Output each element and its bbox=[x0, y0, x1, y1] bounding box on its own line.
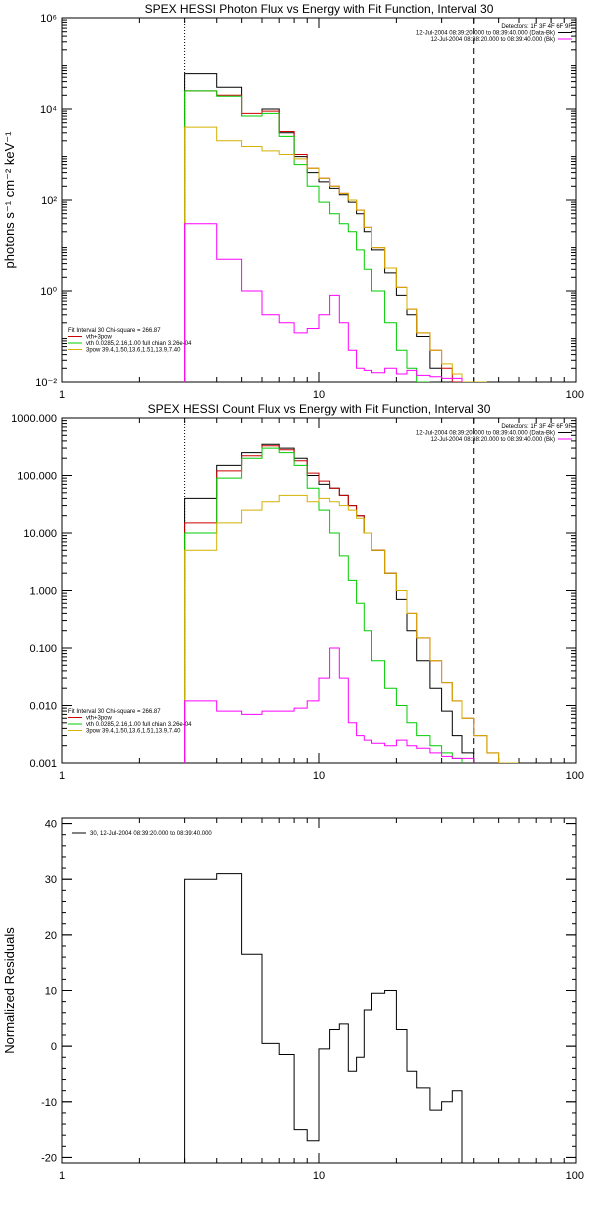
y-tick-label: 0.010 bbox=[29, 701, 57, 713]
y-tick-label: 0.001 bbox=[29, 758, 57, 770]
legend-text: 12-Jul-2004 08:39:20.000 to 08:39:40.000… bbox=[416, 31, 555, 37]
x-tick-label: 10 bbox=[313, 770, 325, 782]
legend-text: 12-Jul-2004 08:38:20.000 to 08:39:40.000… bbox=[431, 37, 555, 43]
y-tick-label: 40 bbox=[45, 819, 57, 831]
legend-text: 3pow 39.4,1.50,13.6,1.51,13.9,7.40 bbox=[86, 348, 181, 354]
y-tick-label: -20 bbox=[41, 1152, 57, 1164]
chart-title: SPEX HESSI Count Flux vs Energy with Fit… bbox=[148, 402, 491, 416]
chart-title: SPEX HESSI Photon Flux vs Energy with Fi… bbox=[145, 2, 494, 16]
legend-text: vth 0.0285,2.16,1.00 full chian 3.26e-04 bbox=[86, 722, 192, 728]
y-tick-label: 30 bbox=[45, 874, 57, 886]
y-tick-label: 1000.000 bbox=[11, 413, 57, 425]
y-tick-label: 100.000 bbox=[17, 471, 57, 483]
x-tick-label: 10 bbox=[313, 389, 325, 401]
y-tick-label: 0.100 bbox=[29, 643, 57, 655]
legend-text: Fit Interval 30 Chi-square = 266.87 bbox=[68, 328, 161, 334]
x-axis: 1 10 100 bbox=[59, 818, 584, 1182]
y-tick-label: 10.000 bbox=[23, 528, 57, 540]
x-tick-label: 1 bbox=[59, 1170, 65, 1182]
series-group bbox=[184, 73, 487, 382]
series-line-1 bbox=[184, 73, 462, 382]
legend-text: Detectors: 1F 3F 4F 6F 9F bbox=[501, 24, 572, 30]
series-line-1 bbox=[184, 443, 475, 763]
y-tick-label: 1.000 bbox=[29, 586, 57, 598]
legend-text: 12-Jul-2004 08:38:20.000 to 08:39:40.000… bbox=[431, 437, 555, 443]
chart-panel-2: SPEX HESSI Count Flux vs Energy with Fit… bbox=[11, 402, 584, 782]
y-axis: 10⁻² 10⁰ 10² 10⁴ 10⁶ bbox=[35, 13, 576, 389]
y-tick-label: 10² bbox=[41, 195, 57, 207]
x-tick-label: 1 bbox=[59, 389, 65, 401]
legend-text: 3pow 39.4,1.50,13.6,1.51,13.9,7.40 bbox=[86, 729, 181, 735]
x-tick-label: 100 bbox=[566, 1170, 584, 1182]
legend-bottom-left: Fit Interval 30 Chi-square = 266.87vth+3… bbox=[68, 709, 192, 735]
y-tick-label: 10⁴ bbox=[40, 104, 57, 116]
y-tick-label: 0 bbox=[51, 1041, 57, 1053]
series-line-1 bbox=[184, 873, 463, 1163]
y-axis-label: Normalized Residuals bbox=[2, 927, 17, 1054]
series-line-3 bbox=[184, 447, 463, 763]
series-line-5 bbox=[184, 223, 463, 382]
legend-text: Detectors: 1F 3F 4F 6F 9F bbox=[501, 424, 572, 430]
series-line-3 bbox=[184, 90, 430, 382]
y-axis: 0.001 0.010 0.100 1.000 10.000 100.000 1000.00… bbox=[11, 413, 576, 770]
y-tick-label: 10⁰ bbox=[40, 286, 57, 298]
y-axis-label: photons s⁻¹ cm⁻² keV⁻¹ bbox=[2, 131, 17, 269]
series-line-4 bbox=[184, 494, 519, 763]
legend-bottom-left: Fit Interval 30 Chi-square = 266.87vth+3… bbox=[68, 328, 192, 354]
legend-top-left: 30, 12-Jul-2004 08:39:20.000 to 08:39:40… bbox=[72, 831, 212, 837]
legend-text: vth+3pow bbox=[86, 335, 113, 341]
x-tick-label: 1 bbox=[59, 770, 65, 782]
legend-text: 30, 12-Jul-2004 08:39:20.000 to 08:39:40… bbox=[90, 831, 212, 837]
y-tick-label: 10 bbox=[45, 986, 57, 998]
y-axis: -20 -10 0 10 20 30 40 bbox=[41, 819, 576, 1164]
x-tick-label: 100 bbox=[566, 770, 584, 782]
series-line-2 bbox=[184, 445, 510, 763]
series-line-5 bbox=[184, 647, 475, 763]
y-tick-label: 20 bbox=[45, 930, 57, 942]
y-tick-label: 10⁻² bbox=[35, 377, 57, 389]
series-group bbox=[184, 443, 519, 763]
y-tick-label: 10⁶ bbox=[40, 13, 57, 25]
legend-text: Fit Interval 30 Chi-square = 266.87 bbox=[68, 709, 161, 715]
legend-text: vth+3pow bbox=[86, 716, 113, 722]
chart-panel-1: SPEX HESSI Photon Flux vs Energy with Fi… bbox=[2, 2, 584, 401]
chart-panel-3: Normalized Residuals 1 10 100 -20 -10 0 10 20 30 4… bbox=[2, 817, 584, 1182]
x-tick-label: 100 bbox=[566, 389, 584, 401]
y-tick-label: -10 bbox=[41, 1097, 57, 1109]
series-group bbox=[184, 873, 463, 1163]
legend-text: vth 0.0285,2.16,1.00 full chian 3.26e-04 bbox=[86, 341, 192, 347]
x-tick-label: 10 bbox=[313, 1170, 325, 1182]
series-line-4 bbox=[184, 126, 487, 382]
legend-text: 12-Jul-2004 08:39:20.000 to 08:39:40.000… bbox=[416, 431, 555, 437]
